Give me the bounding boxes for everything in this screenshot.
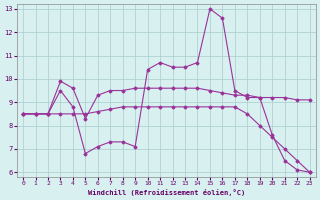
- X-axis label: Windchill (Refroidissement éolien,°C): Windchill (Refroidissement éolien,°C): [88, 189, 245, 196]
